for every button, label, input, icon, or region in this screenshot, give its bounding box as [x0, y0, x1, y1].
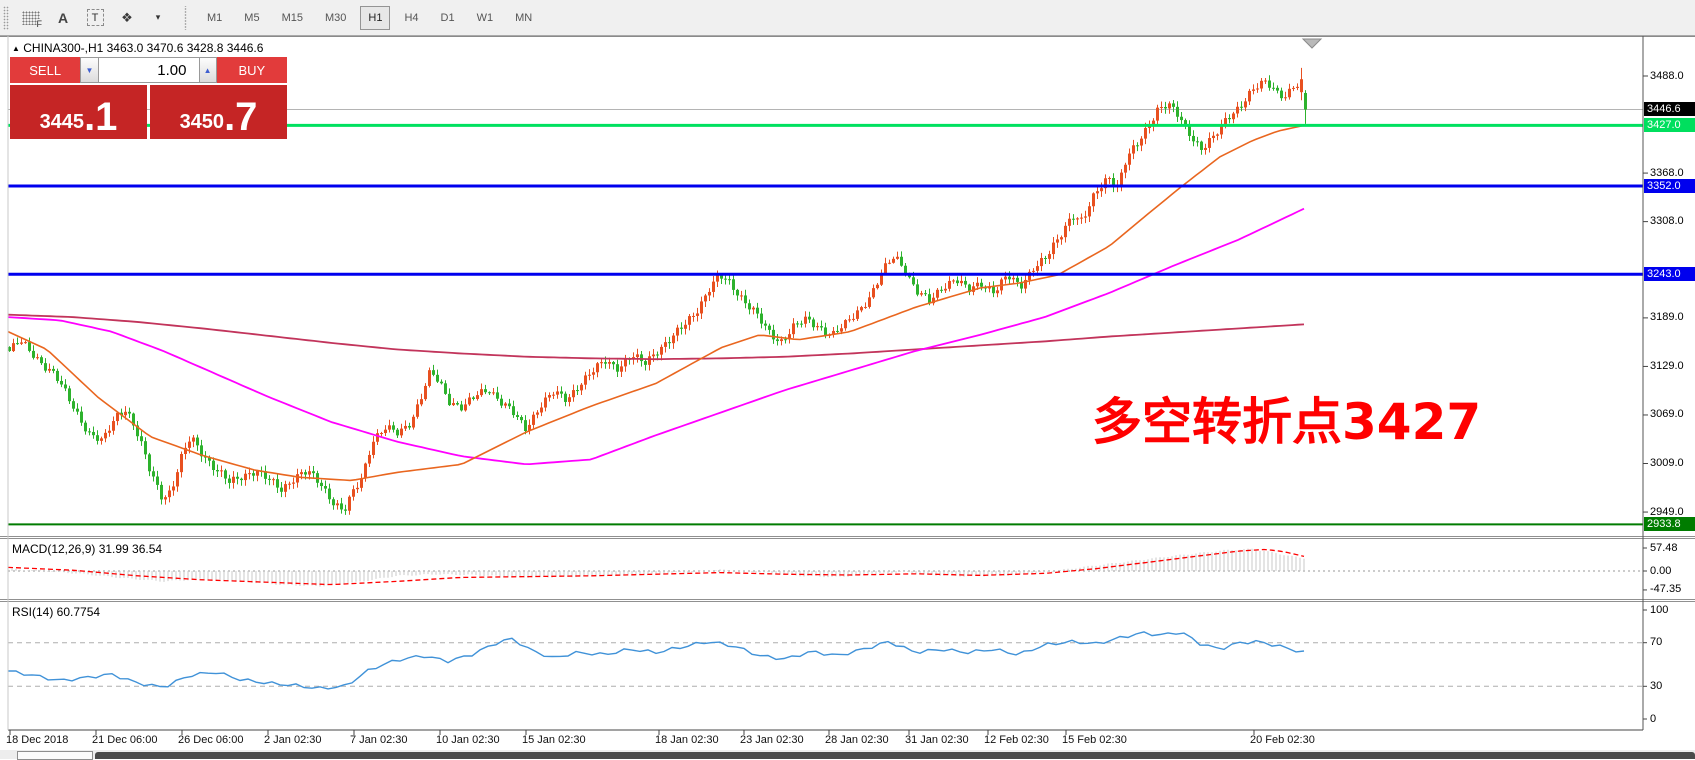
- timeframe-button-m15[interactable]: M15: [281, 11, 303, 24]
- timeframe-button-m1[interactable]: M1: [207, 11, 223, 24]
- ask-price-main: 3450: [179, 111, 225, 133]
- rsi-panel-plot[interactable]: [8, 603, 1643, 730]
- bottom-docked-bar: [0, 750, 1695, 760]
- macd-panel-plot[interactable]: [8, 540, 1643, 599]
- volume-increase-button[interactable]: ▲: [198, 57, 217, 83]
- spin-down-icon: ▼: [85, 65, 94, 75]
- bid-price-fraction: .1: [84, 95, 118, 139]
- ask-price-fraction: .7: [224, 95, 258, 139]
- objects-dropdown-icon[interactable]: ▾: [155, 12, 161, 22]
- objects-icon[interactable]: ❖: [121, 9, 133, 25]
- toolbar-drag-handle[interactable]: [3, 5, 9, 30]
- one-click-trade-widget: SELL ▼ ▲ BUY 3445.1 3450.7: [10, 57, 287, 139]
- price-axis[interactable]: [1643, 36, 1695, 730]
- text-label-icon[interactable]: T: [82, 5, 108, 31]
- timeframe-button-h4[interactable]: H4: [404, 11, 419, 24]
- buy-button[interactable]: BUY: [216, 57, 287, 83]
- toolbar: F A T ❖ ▾ M1 M5 M15 M30 H1 H4 D1 W1 MN: [0, 0, 1695, 36]
- font-a-icon[interactable]: A: [57, 9, 69, 26]
- period-grid-icon[interactable]: F: [18, 5, 44, 31]
- timeframe-button-mn[interactable]: MN: [515, 11, 533, 24]
- timeframe-button-m30[interactable]: M30: [324, 11, 347, 24]
- toolbar-separator: [183, 5, 188, 30]
- sell-price-tile[interactable]: 3445.1: [10, 85, 147, 139]
- sell-button[interactable]: SELL: [10, 57, 81, 83]
- bottom-bar-dark-band[interactable]: [95, 752, 1695, 759]
- volume-input[interactable]: [98, 57, 199, 83]
- bid-price-main: 3445: [39, 111, 85, 133]
- spin-up-icon: ▲: [203, 65, 212, 75]
- timeframe-button-w1[interactable]: W1: [476, 11, 494, 24]
- time-axis[interactable]: [0, 730, 1643, 750]
- timeframe-button-h1[interactable]: H1: [360, 5, 391, 30]
- buy-price-tile[interactable]: 3450.7: [150, 85, 287, 139]
- volume-decrease-button[interactable]: ▼: [80, 57, 99, 83]
- timeframe-button-m5[interactable]: M5: [244, 11, 260, 24]
- timeframe-button-d1[interactable]: D1: [440, 11, 455, 24]
